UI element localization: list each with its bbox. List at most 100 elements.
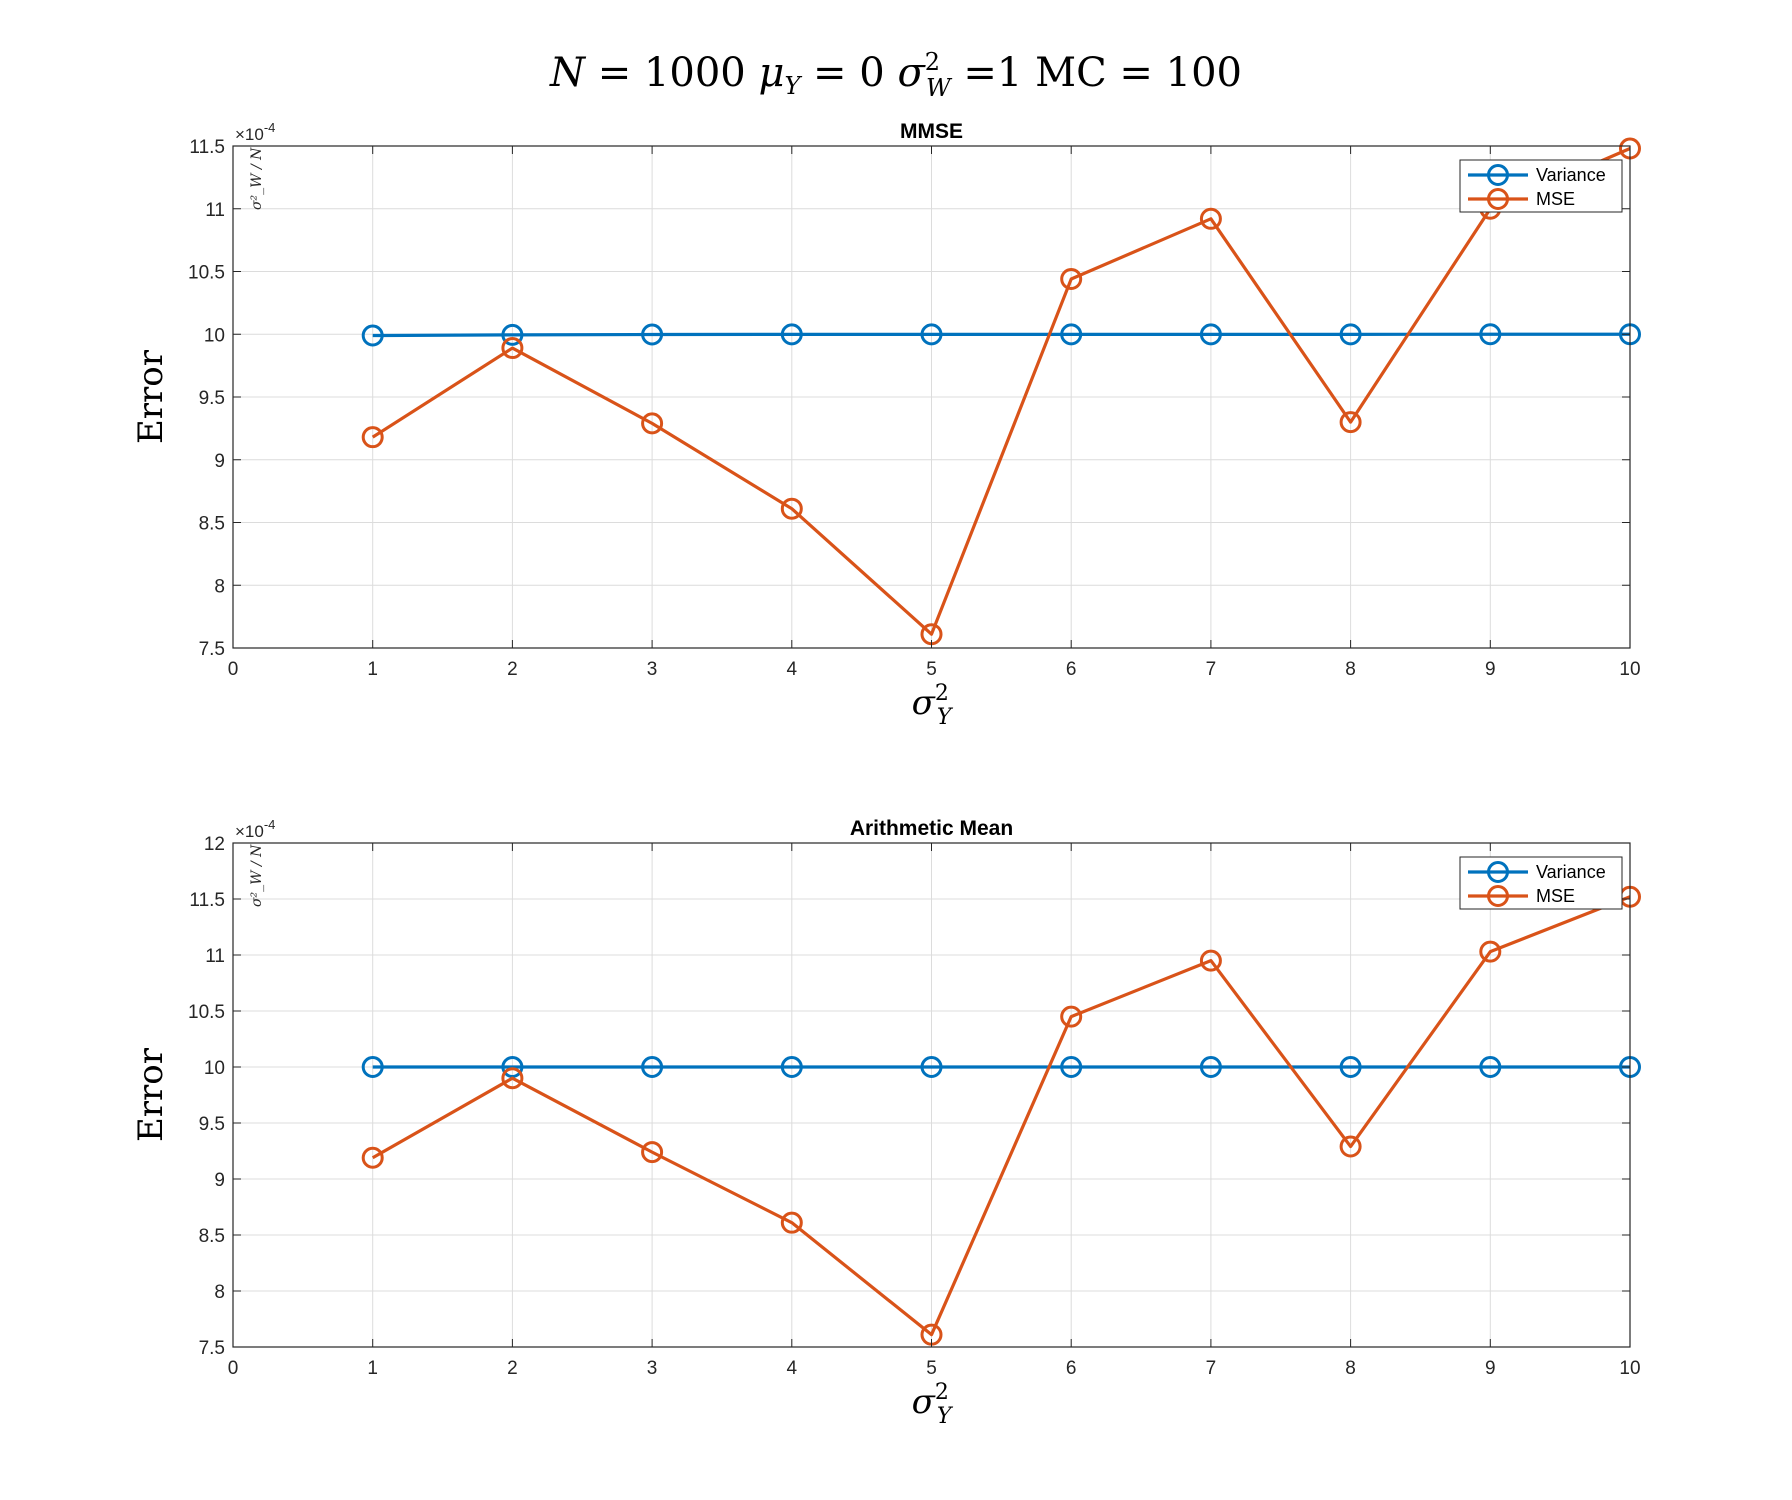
- data-point-mse: [1060, 268, 1083, 291]
- title-sigma-sub: W: [926, 74, 953, 102]
- x-tick-label: 3: [647, 659, 658, 680]
- data-point-variance: [641, 1056, 664, 1078]
- x-tick-label: 5: [926, 1358, 937, 1379]
- data-point-mse: [501, 337, 524, 360]
- xlabel-sigma: σ: [912, 683, 936, 723]
- legend-marker: [1487, 885, 1509, 907]
- xlabel-sub: Y: [937, 1404, 954, 1429]
- data-point-mse: [641, 1141, 664, 1164]
- xlabel-sigma: σ: [912, 1382, 936, 1422]
- legend-box: [1459, 856, 1623, 910]
- x-tick-label: 10: [1619, 1358, 1640, 1379]
- title-mu-eq: = 0: [800, 50, 897, 96]
- y-tick-label: 11.5: [189, 890, 225, 911]
- title-sigma: σ: [897, 50, 926, 96]
- xlabel-sup: 2: [935, 1380, 949, 1405]
- plot-title: Arithmetic Mean: [850, 817, 1013, 840]
- plot-title: MMSE: [900, 120, 963, 143]
- axes-box: [232, 145, 1631, 649]
- y-tick-label: 9: [214, 451, 225, 472]
- title-sigma-sup: 2: [925, 48, 940, 76]
- data-point-mse: [361, 1146, 384, 1169]
- x-tick-label: 1: [367, 659, 378, 680]
- x-tick-label: 8: [1345, 659, 1356, 680]
- y-tick-label: 8.5: [199, 514, 225, 535]
- x-tick-label: 6: [1066, 659, 1077, 680]
- title-mc: MC: [1035, 50, 1107, 96]
- y-tick-label: 8.5: [199, 1226, 225, 1247]
- title-mc-eq: = 100: [1107, 50, 1242, 96]
- data-point-mse: [501, 1067, 524, 1090]
- y-tick-label: 7.5: [199, 1338, 225, 1359]
- x-tick-label: 0: [228, 1358, 239, 1379]
- figure-title: N = 1000 μY = 0 σ2 W =1 MC = 100: [549, 48, 1242, 102]
- x-axis-label: σ2 Y: [912, 1380, 954, 1429]
- x-tick-label: 0: [228, 659, 239, 680]
- exponent-label: ×10-4: [235, 120, 275, 144]
- x-tick-label: 1: [367, 1358, 378, 1379]
- data-point-variance: [920, 323, 943, 346]
- series-line-mse: [371, 147, 1631, 636]
- data-point-variance: [1060, 323, 1083, 346]
- y-tick-label: 10.5: [188, 263, 225, 284]
- y-axis-label: Error: [131, 1047, 171, 1142]
- data-point-mse: [361, 426, 384, 449]
- y-tick-label: 7.5: [199, 639, 225, 660]
- data-point-variance: [1060, 1056, 1083, 1078]
- data-point-variance: [1199, 323, 1222, 346]
- x-tick-label: 3: [647, 1358, 658, 1379]
- tick-labels: 0 1 2 3 4 5 6 7 8 9 10 7.5 8 8.5 9 9.5 10 10.5 11 11.5: [188, 137, 1641, 680]
- series-variance: [361, 1056, 1641, 1078]
- title-sigma-eq: =1: [951, 50, 1035, 96]
- axes-box: [232, 842, 1631, 1348]
- y-tick-label: 9: [214, 1170, 225, 1191]
- x-tick-label: 8: [1345, 1358, 1356, 1379]
- y-tick-label: 9.5: [199, 388, 225, 409]
- x-tick-label: 9: [1485, 659, 1496, 680]
- legend-entry: MSE: [1536, 189, 1575, 209]
- grid-lines: [232, 145, 1631, 649]
- data-point-variance: [780, 323, 803, 346]
- y-tick-label: 8: [214, 576, 225, 597]
- data-point-mse: [1479, 940, 1502, 963]
- exponent-power: -4: [264, 817, 276, 832]
- x-tick-label: 5: [926, 659, 937, 680]
- y-tick-label: 10: [204, 325, 225, 346]
- axes-frame: [232, 145, 1631, 649]
- series-line-mse: [371, 895, 1631, 1337]
- data-point-mse: [780, 497, 803, 520]
- subplot-mmse: 0 1 2 3 4 5 6 7 8 9 10 7.5 8 8.5 9 9.5 10 10.5 11 11.5 MMSE…: [131, 120, 1641, 730]
- xlabel-sub: Y: [937, 705, 954, 730]
- reference-label: σ²_W / N: [249, 147, 265, 210]
- legend: Variance MSE: [1459, 159, 1623, 213]
- axes-frame: [232, 842, 1631, 1348]
- legend-entry: MSE: [1536, 886, 1575, 906]
- title-n-eq: = 1000: [585, 50, 758, 96]
- legend-entry: Variance: [1536, 862, 1606, 882]
- data-point-variance: [920, 1056, 943, 1078]
- x-tick-label: 7: [1206, 659, 1217, 680]
- x-tick-label: 2: [507, 659, 518, 680]
- data-point-mse: [1199, 207, 1222, 230]
- data-point-variance: [361, 1056, 384, 1078]
- series-variance: [361, 323, 1641, 347]
- exponent-label: ×10-4: [235, 817, 275, 841]
- title-mu: μ: [758, 50, 784, 96]
- x-tick-label: 10: [1619, 659, 1640, 680]
- legend-marker: [1487, 164, 1509, 186]
- grid-lines: [232, 842, 1631, 1348]
- data-point-mse: [780, 1211, 803, 1234]
- legend: Variance MSE: [1459, 856, 1623, 910]
- y-tick-label: 8: [214, 1282, 225, 1303]
- legend-entry: Variance: [1536, 165, 1606, 185]
- exponent-base: ×10: [235, 125, 264, 144]
- x-tick-label: 4: [787, 659, 798, 680]
- exponent-power: -4: [264, 120, 276, 135]
- data-point-variance: [501, 1056, 524, 1078]
- data-point-variance: [501, 323, 524, 346]
- data-point-variance: [1479, 1056, 1502, 1078]
- y-axis-label: Error: [131, 349, 171, 444]
- x-tick-label: 9: [1485, 1358, 1496, 1379]
